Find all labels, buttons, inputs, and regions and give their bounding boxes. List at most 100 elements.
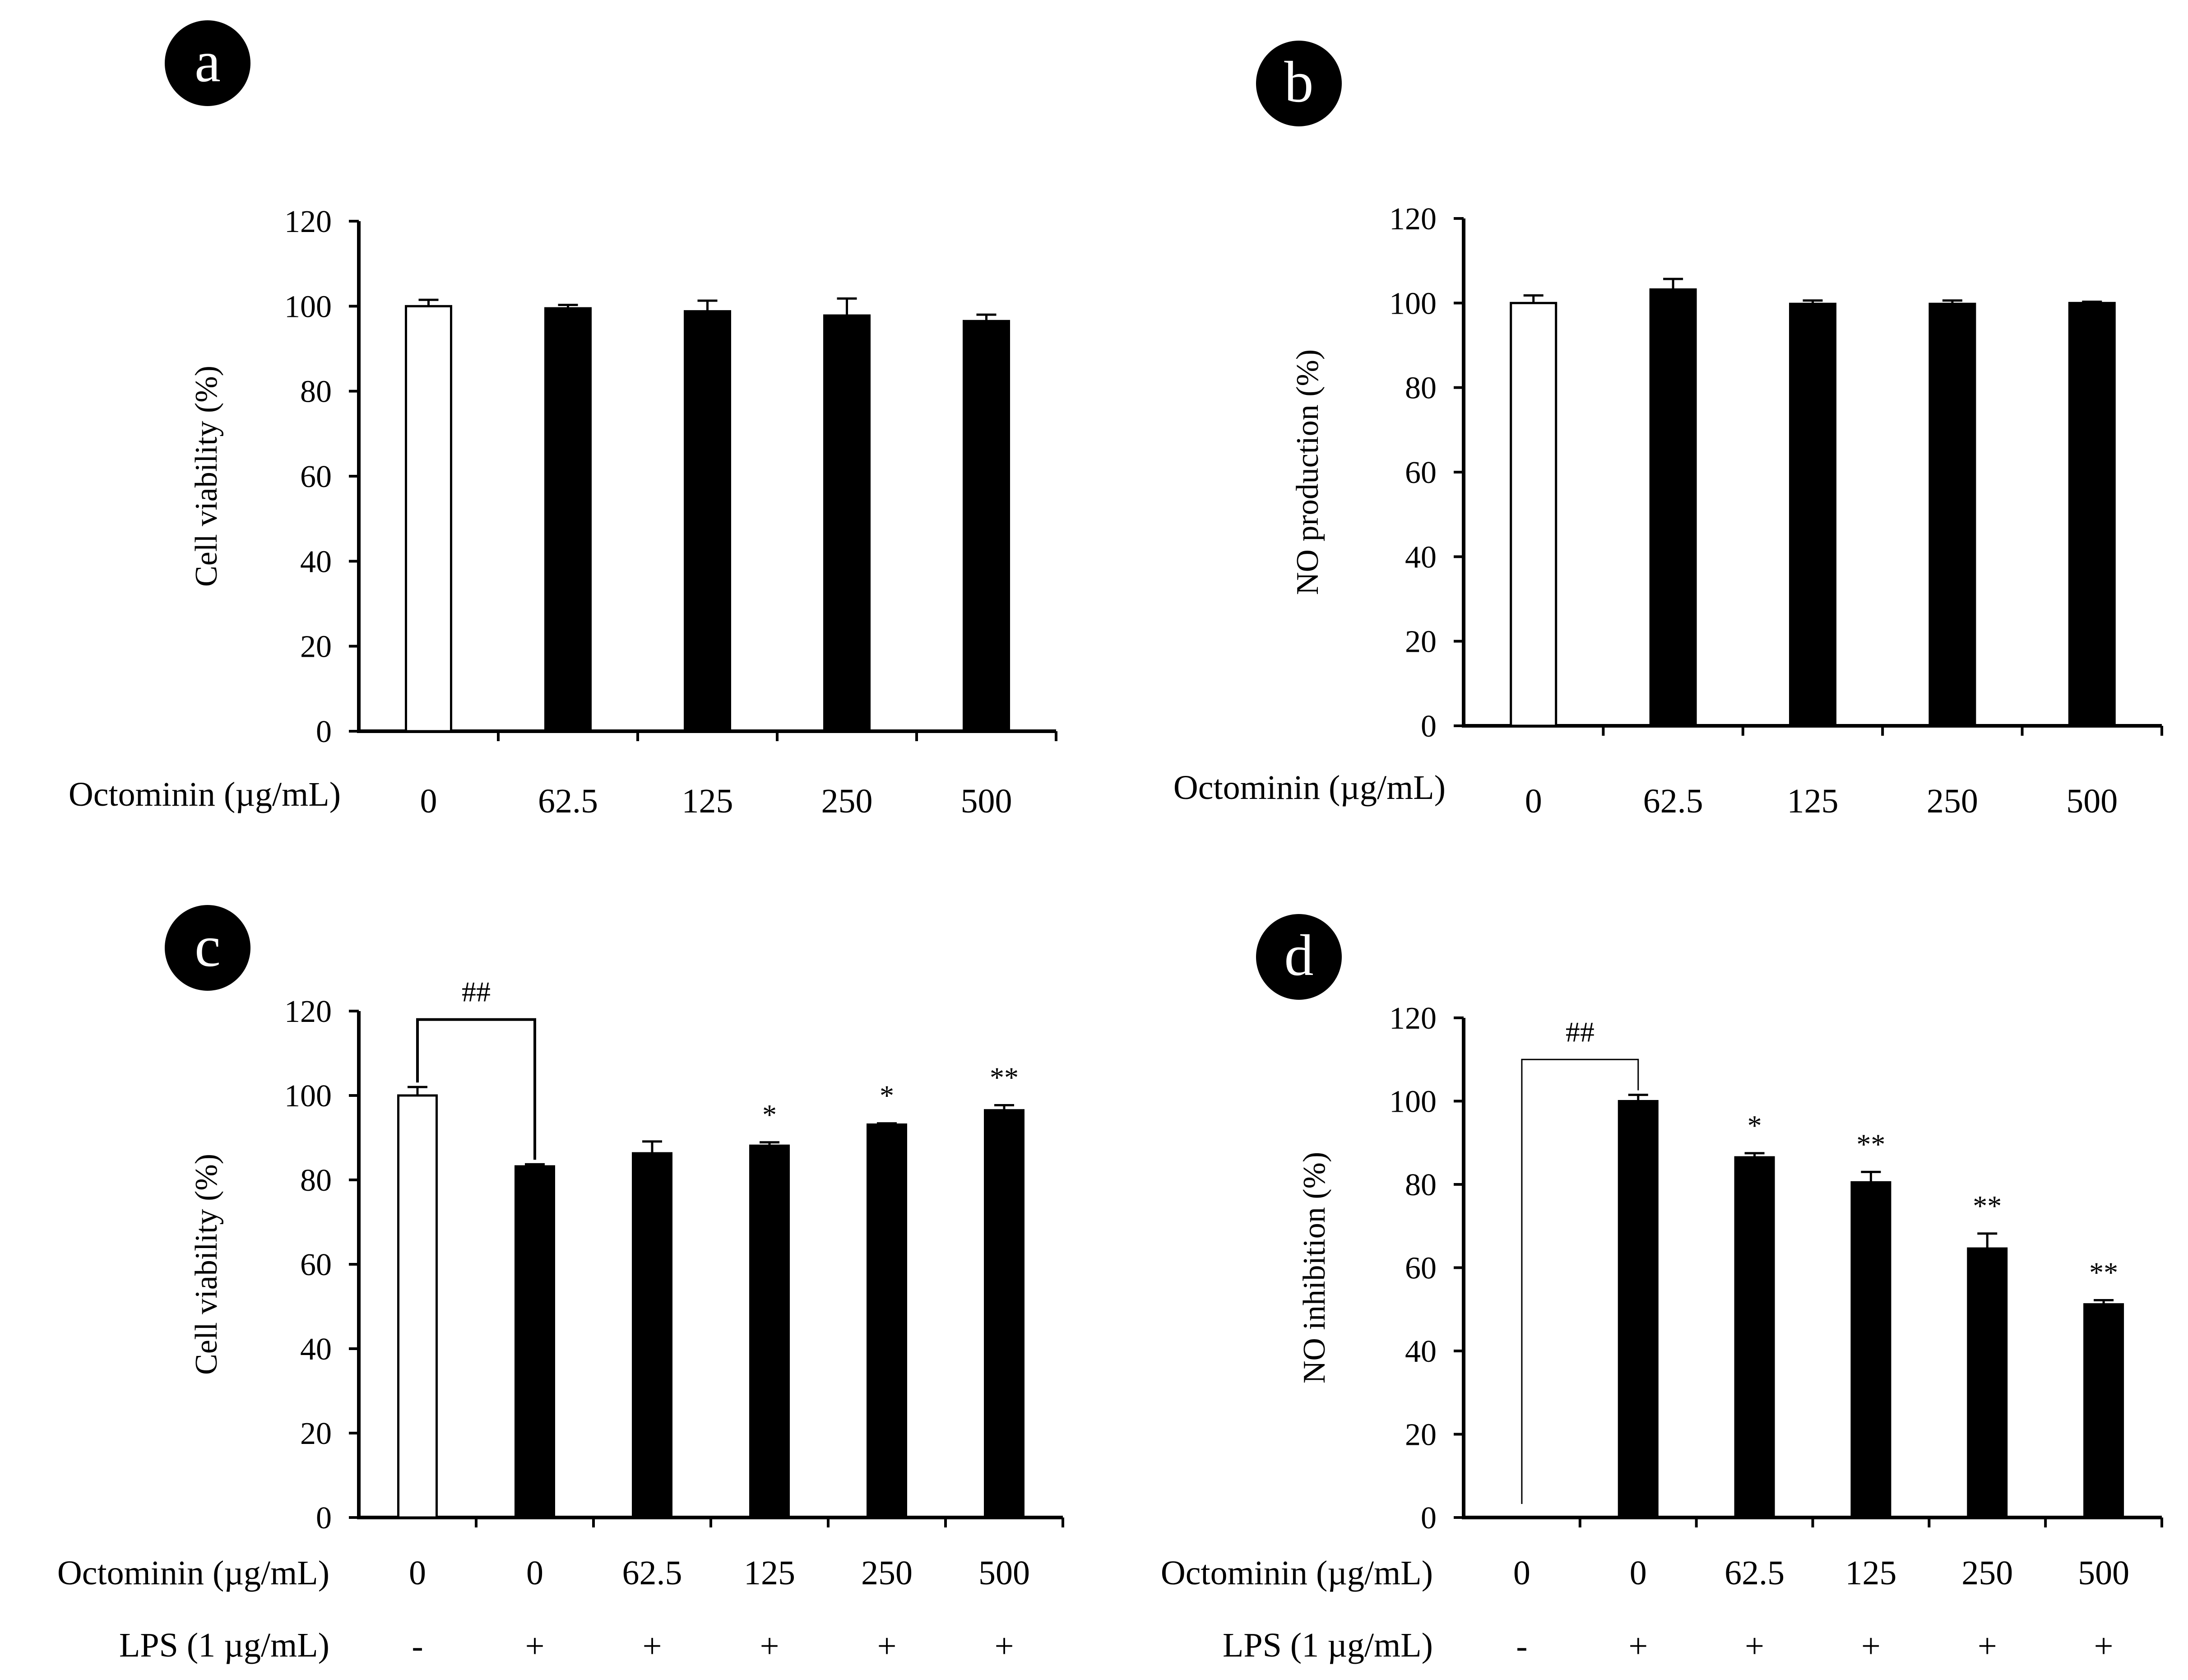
panel-badge bbox=[1256, 914, 1342, 1000]
y-tick-label: 80 bbox=[300, 1163, 332, 1198]
x-row-label: Octominin (µg/mL) bbox=[1161, 1554, 1433, 1592]
y-tick-label: 0 bbox=[316, 1501, 332, 1536]
y-tick-label: 80 bbox=[300, 375, 332, 409]
panel-b: b 0 20 40 60 80 100 120 NO production (%) Octomin… bbox=[1173, 41, 2163, 820]
x-category-label: + bbox=[877, 1627, 897, 1665]
significance-mark: ** bbox=[2089, 1256, 2118, 1288]
x-category-label: 0 bbox=[1630, 1554, 1647, 1592]
x-category-label: + bbox=[643, 1627, 662, 1665]
x-category-label: 62.5 bbox=[1724, 1554, 1785, 1592]
y-tick-label: 120 bbox=[1389, 202, 1437, 237]
bracket-label: ## bbox=[1566, 1016, 1595, 1048]
y-tick-label: 40 bbox=[300, 544, 332, 579]
x-category-label: + bbox=[1861, 1627, 1881, 1665]
bar bbox=[405, 305, 452, 733]
x-category-label: 0 bbox=[409, 1554, 426, 1592]
y-tick-label: 0 bbox=[316, 715, 332, 749]
x-category-label: - bbox=[412, 1627, 423, 1665]
y-tick-label: 40 bbox=[1405, 540, 1437, 575]
x-category-label: 0 bbox=[1513, 1554, 1530, 1592]
bar bbox=[2083, 1303, 2124, 1519]
x-category-label: + bbox=[2094, 1627, 2114, 1665]
x-category-label: 250 bbox=[861, 1554, 913, 1592]
bar bbox=[515, 1165, 555, 1519]
bar bbox=[544, 307, 592, 733]
x-category-label: 62.5 bbox=[538, 782, 598, 820]
bar bbox=[823, 314, 871, 733]
x-row-label: LPS (1 µg/mL) bbox=[1223, 1626, 1433, 1664]
bar bbox=[1734, 1156, 1775, 1519]
x-category-label: 250 bbox=[821, 782, 873, 820]
x-category-label: 62.5 bbox=[1643, 782, 1703, 820]
x-category-label: + bbox=[995, 1627, 1014, 1665]
y-tick-label: 120 bbox=[1389, 1001, 1437, 1036]
y-tick-label: 120 bbox=[284, 204, 332, 239]
y-tick-label: 20 bbox=[300, 1416, 332, 1451]
bar bbox=[1789, 302, 1836, 727]
significance-mark: * bbox=[880, 1080, 894, 1112]
bar bbox=[867, 1123, 907, 1519]
x-category-label: + bbox=[525, 1627, 545, 1665]
y-tick-label: 100 bbox=[284, 1079, 332, 1114]
x-category-label: 125 bbox=[682, 782, 733, 820]
panel-badge-label: b bbox=[1284, 50, 1314, 115]
x-row-label: Octominin (µg/mL) bbox=[69, 775, 341, 813]
panel-badge bbox=[165, 905, 250, 991]
y-tick-label: 20 bbox=[1405, 625, 1437, 659]
y-tick-label: 20 bbox=[1405, 1418, 1437, 1453]
bar bbox=[963, 320, 1010, 733]
y-tick-label: 80 bbox=[1405, 1168, 1437, 1202]
significance-mark: * bbox=[762, 1099, 777, 1131]
x-category-label: 0 bbox=[420, 782, 437, 820]
bracket-label: ## bbox=[462, 976, 491, 1008]
x-category-label: 500 bbox=[2066, 782, 2118, 820]
panel-a: a 0 20 40 60 80 100 120 Cell viability (%) Octomi… bbox=[69, 20, 1057, 820]
x-row-label: LPS (1 µg/mL) bbox=[119, 1626, 329, 1664]
x-category-label: + bbox=[1628, 1627, 1648, 1665]
y-tick-label: 0 bbox=[1421, 709, 1437, 744]
y-axis-title: NO production (%) bbox=[1290, 349, 1325, 595]
x-category-label: 125 bbox=[1787, 782, 1839, 820]
panel-badge bbox=[1256, 41, 1342, 126]
x-row-label: Octominin (µg/mL) bbox=[1173, 769, 1446, 807]
bar bbox=[2068, 302, 2116, 727]
bar bbox=[1850, 1181, 1891, 1519]
x-category-label: 125 bbox=[744, 1554, 795, 1592]
panel-badge-label: d bbox=[1284, 923, 1314, 988]
bar bbox=[1967, 1247, 2008, 1519]
bar bbox=[1510, 302, 1558, 727]
significance-bracket bbox=[1521, 1058, 1639, 1504]
x-category-label: 500 bbox=[978, 1554, 1030, 1592]
y-tick-label: 120 bbox=[284, 994, 332, 1029]
significance-mark: ** bbox=[1856, 1128, 1885, 1160]
x-category-label: - bbox=[1516, 1627, 1527, 1665]
significance-mark: * bbox=[1748, 1109, 1762, 1142]
bar bbox=[632, 1152, 672, 1519]
panel-badge-label: a bbox=[195, 29, 221, 94]
x-category-label: 250 bbox=[1961, 1554, 2013, 1592]
panel-badge-label: c bbox=[195, 914, 221, 979]
y-axis-title: Cell viability (%) bbox=[189, 1154, 224, 1375]
y-tick-label: 60 bbox=[300, 1248, 332, 1282]
x-category-label: 500 bbox=[961, 782, 1012, 820]
bar bbox=[1928, 302, 1976, 727]
y-axis-title: NO inhibition (%) bbox=[1297, 1152, 1332, 1383]
y-tick-label: 0 bbox=[1421, 1501, 1437, 1536]
x-category-label: 500 bbox=[2078, 1554, 2129, 1592]
x-category-label: + bbox=[1978, 1627, 1997, 1665]
bar bbox=[1649, 288, 1697, 727]
significance-mark: ** bbox=[1973, 1190, 2002, 1222]
bar bbox=[1618, 1100, 1659, 1519]
y-tick-label: 60 bbox=[300, 459, 332, 494]
significance-bracket bbox=[416, 1018, 536, 1160]
x-category-label: 250 bbox=[1927, 782, 1978, 820]
x-category-label: 125 bbox=[1845, 1554, 1896, 1592]
y-tick-label: 60 bbox=[1405, 455, 1437, 490]
x-category-label: + bbox=[760, 1627, 779, 1665]
y-tick-label: 100 bbox=[1389, 1085, 1437, 1119]
x-category-label: 0 bbox=[526, 1554, 543, 1592]
y-tick-label: 80 bbox=[1405, 371, 1437, 406]
